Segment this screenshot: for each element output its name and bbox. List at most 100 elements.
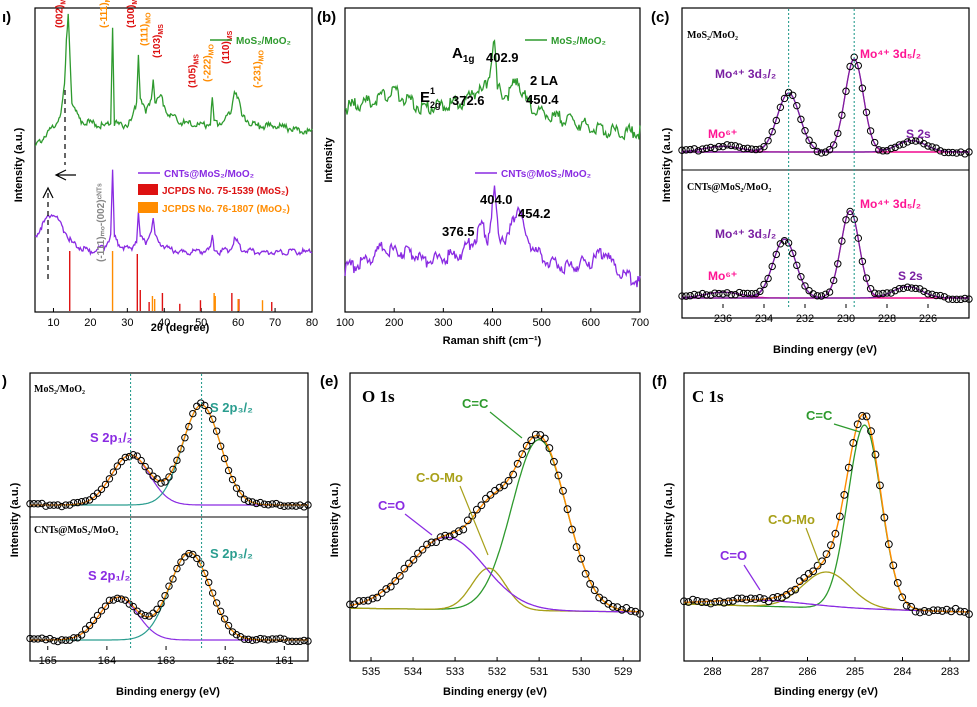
d-band0-data-point-5 [284, 502, 292, 510]
e-tick-label-0: 535 [362, 666, 380, 678]
c-band1-data-point-40 [801, 282, 809, 290]
e-tick-label-5: 530 [572, 666, 590, 678]
b-tick-label-2: 300 [434, 317, 452, 329]
d-band0-data-point-49 [109, 468, 118, 476]
c-band1-data-point-16 [899, 284, 908, 293]
panel-b-ylabel: Intensity [323, 137, 335, 183]
e-data-point-35 [477, 501, 486, 510]
xrd-peak-label-4: (103)MS [152, 24, 165, 58]
c-band0-data-point-64 [702, 144, 711, 153]
e-data-point-64 [346, 600, 354, 609]
e-tick-label-4: 531 [530, 666, 548, 678]
d-band0-data-point-25 [205, 406, 213, 415]
e-como-pointer [459, 485, 489, 556]
d-band0-data-point-43 [133, 452, 141, 460]
c-band1-data-point-57 [731, 290, 739, 299]
d-band1-data-point-56 [81, 625, 90, 633]
d-band0-data-point-31 [181, 434, 189, 442]
panel-a-tag: ı) [2, 9, 11, 26]
f-data-point-52 [733, 594, 742, 603]
f-data-point-27 [844, 463, 853, 472]
d-band1-data-point-51 [101, 602, 110, 610]
c-band0-data-point-59 [723, 141, 731, 149]
e-como-label: C-O-Mo [416, 470, 463, 485]
d-band1-data-point-48 [113, 594, 122, 603]
xrd-peak-label-8: (-231)MO [252, 49, 265, 88]
f-tick-label-5: 283 [941, 666, 959, 678]
e-data-point-20 [545, 444, 554, 452]
d-band1-data-point-58 [73, 634, 82, 642]
c-band0-data-point-22 [875, 146, 883, 154]
d-band0-data-point-20 [224, 466, 233, 475]
d-band0-data-point-57 [77, 497, 86, 506]
c-tick-label-1: 234 [755, 313, 773, 325]
legend-jcpds-moo2-text: JCPDS No. 76-1807 (MoO₂) [162, 204, 290, 215]
c-band1-data-point-23 [871, 289, 879, 297]
d-bottom-s2p12: S 2p₁/₂ [88, 568, 130, 583]
d-band1-data-point-12 [256, 634, 265, 643]
f-data-point-58 [706, 599, 715, 608]
panel-c-xticks: 236 234 232 230 228 226 [714, 304, 937, 325]
d-band0-data-point-9 [268, 500, 276, 508]
d-band0-data-point-59 [69, 499, 78, 507]
f-co-pointer [743, 564, 761, 591]
d-band0-data-point-39 [149, 472, 157, 480]
c-band0-data-point-10 [924, 142, 932, 150]
d-band0-data-point-12 [256, 498, 265, 507]
c-band0-data-point-70 [678, 146, 686, 154]
c-tick-label-3: 230 [837, 313, 855, 325]
c-band0-data-point-19 [887, 144, 895, 153]
c-band0-data-point-42 [793, 101, 801, 110]
a-tick-label-6: 70 [269, 317, 281, 329]
c-band1-data-point-65 [698, 289, 707, 298]
c-band0-data-point-6 [940, 148, 949, 157]
c-band1-data-point-21 [879, 289, 887, 298]
d-band1-data-point-9 [268, 635, 276, 643]
e-data-point-23 [531, 430, 540, 439]
d-top-s2p32: S 2p₃/₂ [210, 400, 253, 415]
e-component-0 [350, 439, 640, 613]
c-band0-data-point-8 [932, 144, 940, 152]
c-band0-data-point-17 [895, 141, 903, 149]
c-band0-data-point-14 [907, 136, 916, 144]
c-top-mo4-52: Mo⁴⁺ 3d₅/₂ [860, 47, 921, 61]
d-band0-data-point-29 [189, 409, 197, 418]
panel-f-xticks: 288 287 286 285 284 283 [703, 657, 959, 678]
d-band1-data-point-0 [304, 637, 312, 645]
c-band0-data-point-1 [961, 150, 969, 158]
panel-c-xlabel: Binding energy (eV) [773, 344, 877, 356]
d-band1-data-point-1 [300, 636, 308, 645]
f-data-point-56 [715, 597, 724, 606]
d-band1-data-point-46 [121, 596, 130, 604]
f-envelope [684, 413, 969, 613]
c-tick-label-2: 232 [796, 313, 814, 325]
d-band1-data-point-37 [157, 599, 165, 608]
f-data-point-34 [813, 561, 822, 570]
d-band1-data-point-3 [292, 637, 300, 646]
panel-a-xticks: 10 20 30 40 50 60 70 80 [47, 308, 318, 329]
d-band1-data-point-24 [208, 589, 217, 597]
d-band0-data-point-34 [169, 465, 177, 474]
e-data-point-15 [568, 525, 576, 534]
legend-jcpds-moo2-swatch [138, 202, 158, 213]
e-data-point-60 [364, 596, 373, 605]
c-band1-data-point-30 [842, 216, 850, 224]
b-tick-label-5: 600 [582, 317, 600, 329]
e-tick-label-1: 534 [404, 666, 422, 678]
e-tick-label-3: 532 [488, 666, 506, 678]
e-data-point-4 [617, 605, 626, 614]
d-band1-data-point-32 [177, 558, 185, 566]
c-band1-data-point-56 [735, 288, 744, 297]
e-data-point-57 [377, 589, 386, 597]
e-tick-label-6: 529 [614, 666, 632, 678]
panel-e-title: O 1s [362, 387, 395, 406]
d-band1-data-point-50 [105, 596, 114, 605]
e-data-point-26 [518, 450, 527, 459]
e-data-point-44 [436, 533, 445, 542]
panel-c-top-title: MoS₂/MoO₂ [687, 30, 738, 41]
d-tick-label-2: 163 [157, 655, 175, 667]
d-band0-data-point-23 [212, 427, 221, 435]
legend-cnt-text: CNTs@MoS₂/MoO₂ [164, 169, 254, 180]
d-band0-data-point-70 [26, 500, 34, 508]
xrd-peak-label-1: (-111)MO [99, 0, 112, 28]
